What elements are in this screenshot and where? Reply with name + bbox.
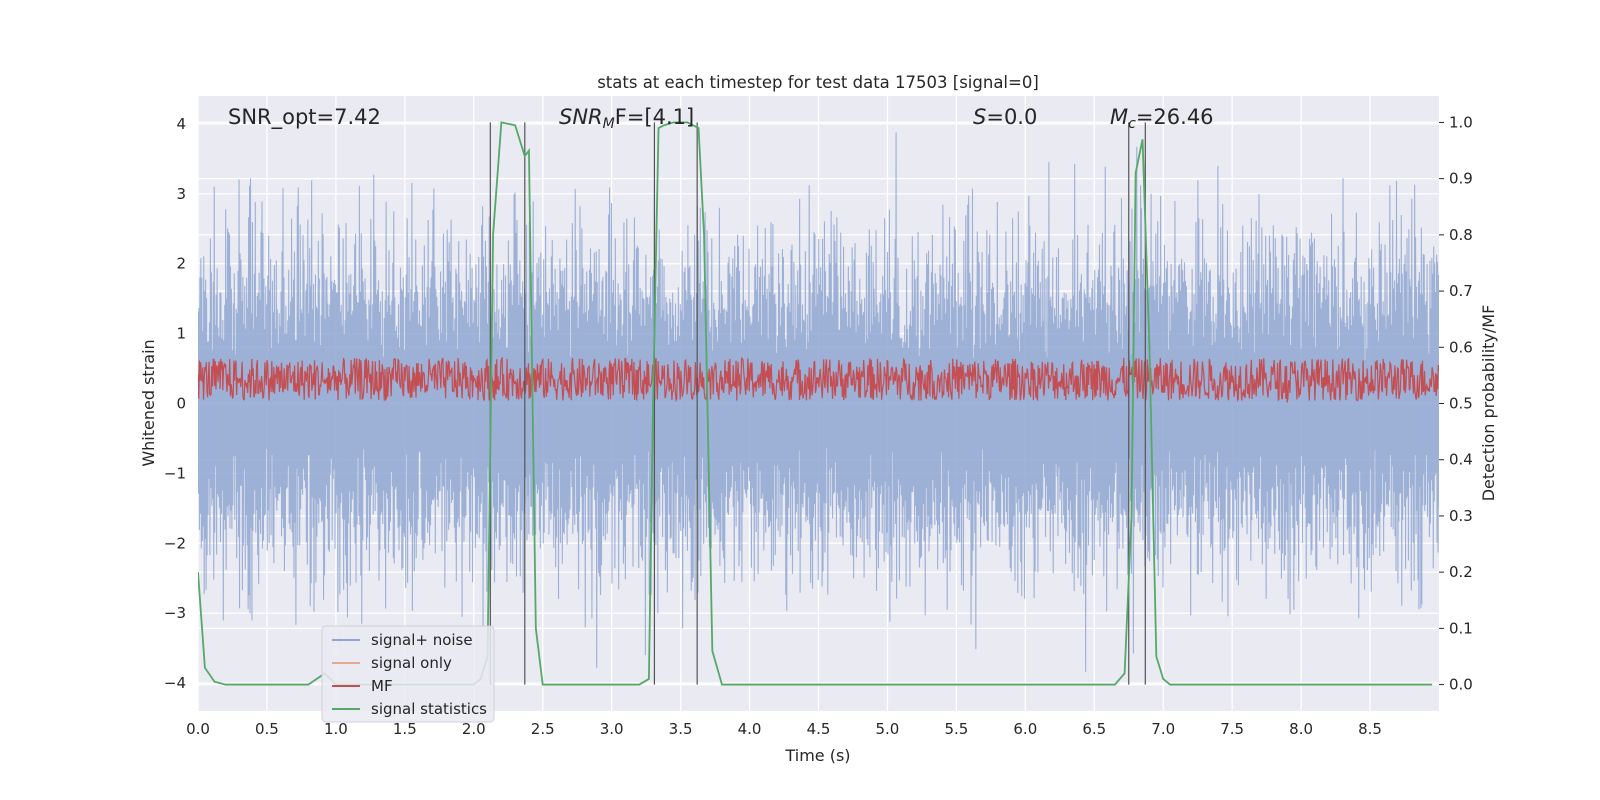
x-tick-label: 0.5 bbox=[255, 720, 279, 738]
y-tick-label: 4 bbox=[176, 115, 186, 133]
right-y-tick-label: 0.9 bbox=[1449, 170, 1473, 188]
annotation-snr-opt: SNR_opt=7.42 bbox=[228, 105, 381, 130]
x-tick-label: 4.0 bbox=[738, 720, 762, 738]
legend: signal+ noise signal only MF signal stat… bbox=[321, 625, 495, 723]
y-tick-label: −3 bbox=[164, 604, 186, 622]
x-tick-label: 4.5 bbox=[807, 720, 831, 738]
series-mf bbox=[198, 356, 1439, 403]
mf-line bbox=[198, 356, 1439, 403]
y-tick-labels: 4 3 2 1 0 −1 −2 −3 −4 bbox=[164, 115, 186, 692]
x-axis-label: Time (s) bbox=[784, 746, 850, 765]
x-tick-labels: 0.0 0.5 1.0 1.5 2.0 2.5 3.0 3.5 4.0 4.5 5.0 5.5 6.0 6… bbox=[186, 720, 1382, 738]
annotation-snr-mf-sub: M bbox=[603, 116, 615, 132]
annotation-s-value: =0.0 bbox=[986, 105, 1037, 129]
right-y-tick-label: 0.5 bbox=[1449, 395, 1473, 413]
right-y-tick-label: 0.7 bbox=[1449, 282, 1473, 300]
x-tick-label: 2.5 bbox=[531, 720, 555, 738]
x-tick-label: 5.5 bbox=[944, 720, 968, 738]
x-tick-label: 2.0 bbox=[462, 720, 486, 738]
y-tick-label: 1 bbox=[176, 325, 186, 343]
x-tick-label: 7.5 bbox=[1220, 720, 1244, 738]
x-tick-label: 8.0 bbox=[1289, 720, 1313, 738]
y-tick-label: −1 bbox=[164, 464, 186, 482]
right-y-tick-label: 0.0 bbox=[1449, 676, 1473, 694]
right-y-tick-label: 1.0 bbox=[1449, 113, 1473, 131]
signal-noise-line bbox=[198, 132, 1439, 672]
legend-label-signal-only: signal only bbox=[371, 654, 452, 672]
legend-label-signal-statistics: signal statistics bbox=[371, 700, 487, 718]
annotation-mc-sub: c bbox=[1128, 116, 1136, 132]
series-signal-noise bbox=[198, 132, 1439, 672]
legend-label-mf: MF bbox=[371, 677, 393, 695]
x-tick-label: 5.0 bbox=[876, 720, 900, 738]
right-y-tick-label: 0.8 bbox=[1449, 226, 1473, 244]
x-tick-label: 1.0 bbox=[324, 720, 348, 738]
x-tick-label: 3.5 bbox=[669, 720, 693, 738]
y-tick-label: −4 bbox=[164, 674, 186, 692]
x-tick-label: 6.0 bbox=[1013, 720, 1037, 738]
legend-box bbox=[321, 625, 495, 723]
annotation-snr-mf: SNRMF=[4.1] bbox=[559, 105, 694, 132]
right-y-tick-label: 0.1 bbox=[1449, 619, 1473, 637]
annotation-mc-base: M bbox=[1110, 105, 1128, 129]
legend-label-signal-noise: signal+ noise bbox=[371, 631, 473, 649]
right-y-tick-label: 0.3 bbox=[1449, 507, 1473, 525]
y-tick-label: 0 bbox=[176, 395, 186, 413]
y-tick-label: 2 bbox=[176, 255, 186, 273]
annotation-s: S=0.0 bbox=[973, 105, 1037, 129]
x-tick-label: 8.5 bbox=[1358, 720, 1382, 738]
x-tick-label: 3.0 bbox=[600, 720, 624, 738]
right-y-tick-labels: 1.0 0.9 0.8 0.7 0.6 0.5 0.4 0.3 0.2 0.1 0.0 bbox=[1439, 113, 1473, 694]
y-tick-label: −2 bbox=[164, 534, 186, 552]
right-y-tick-label: 0.2 bbox=[1449, 563, 1473, 581]
annotation-snr-mf-rest: F=[4.1] bbox=[615, 105, 694, 129]
annotation-mc-value: =26.46 bbox=[1136, 105, 1214, 129]
x-tick-label: 0.0 bbox=[186, 720, 210, 738]
right-y-tick-label: 0.6 bbox=[1449, 338, 1473, 356]
annotation-snr-mf-base: SNR bbox=[559, 105, 603, 129]
right-y-axis-label: Detection probability/MF bbox=[1479, 305, 1498, 502]
annotation-s-label: S bbox=[973, 105, 986, 129]
y-axis-label: Whitened strain bbox=[139, 339, 158, 466]
x-tick-label: 1.5 bbox=[393, 720, 417, 738]
x-tick-label: 7.0 bbox=[1151, 720, 1175, 738]
chart-title: stats at each timestep for test data 175… bbox=[597, 73, 1039, 92]
right-y-tick-label: 0.4 bbox=[1449, 451, 1473, 469]
y-tick-label: 3 bbox=[176, 185, 186, 203]
x-tick-label: 6.5 bbox=[1082, 720, 1106, 738]
annotation-mc: Mc=26.46 bbox=[1110, 105, 1214, 132]
